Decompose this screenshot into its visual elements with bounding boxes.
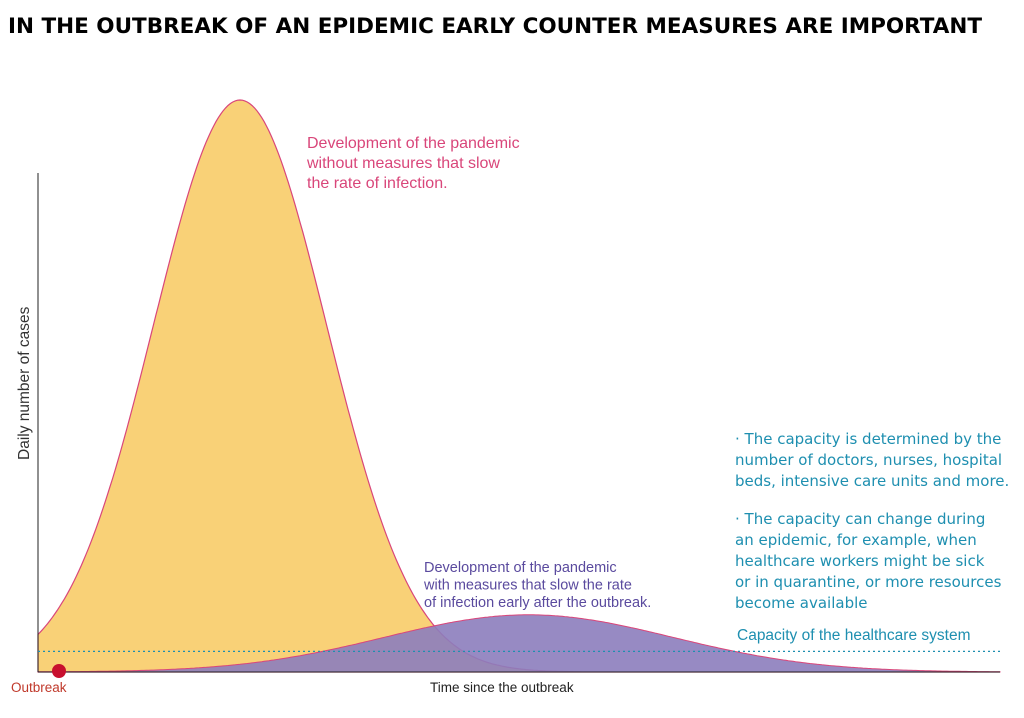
unmitigated-annotation-line: the rate of infection. [307, 175, 448, 192]
capacity-label: Capacity of the healthcare system [737, 627, 970, 644]
note-line: number of doctors, nurses, hospital [735, 451, 1002, 469]
y-axis-label: Daily number of cases [16, 306, 33, 460]
note-line: healthcare workers might be sick [735, 552, 985, 570]
note-line: · The capacity can change during [735, 510, 985, 528]
mitigated-annotation-line: Development of the pandemic [424, 560, 617, 576]
mitigated-annotation-line: of infection early after the outbreak. [424, 595, 651, 611]
note-line: an epidemic, for example, when [735, 531, 977, 549]
mitigated-curve-area [37, 614, 1001, 673]
page-title: IN THE OUTBREAK OF AN EPIDEMIC EARLY COU… [8, 14, 983, 39]
unmitigated-annotation-line: Development of the pandemic [307, 135, 520, 152]
note-line: become available [735, 594, 868, 612]
mitigated-curve-annotation: Development of the pandemic with measures… [423, 560, 651, 611]
unmitigated-annotation-line: without measures that slow [306, 155, 500, 172]
mitigated-annotation-line: with measures that slow the rate [423, 578, 632, 594]
capacity-notes: · The capacity is determined by the numbe… [735, 430, 1009, 612]
unmitigated-curve-annotation: Development of the pandemic without measu… [306, 135, 520, 192]
x-axis-label: Time since the outbreak [430, 680, 574, 695]
note-line: beds, intensive care units and more. [735, 472, 1009, 490]
note-line: or in quarantine, or more resources [735, 573, 1002, 591]
outbreak-dot [52, 664, 66, 678]
note-line: · The capacity is determined by the [735, 430, 1001, 448]
outbreak-label: Outbreak [11, 680, 67, 695]
